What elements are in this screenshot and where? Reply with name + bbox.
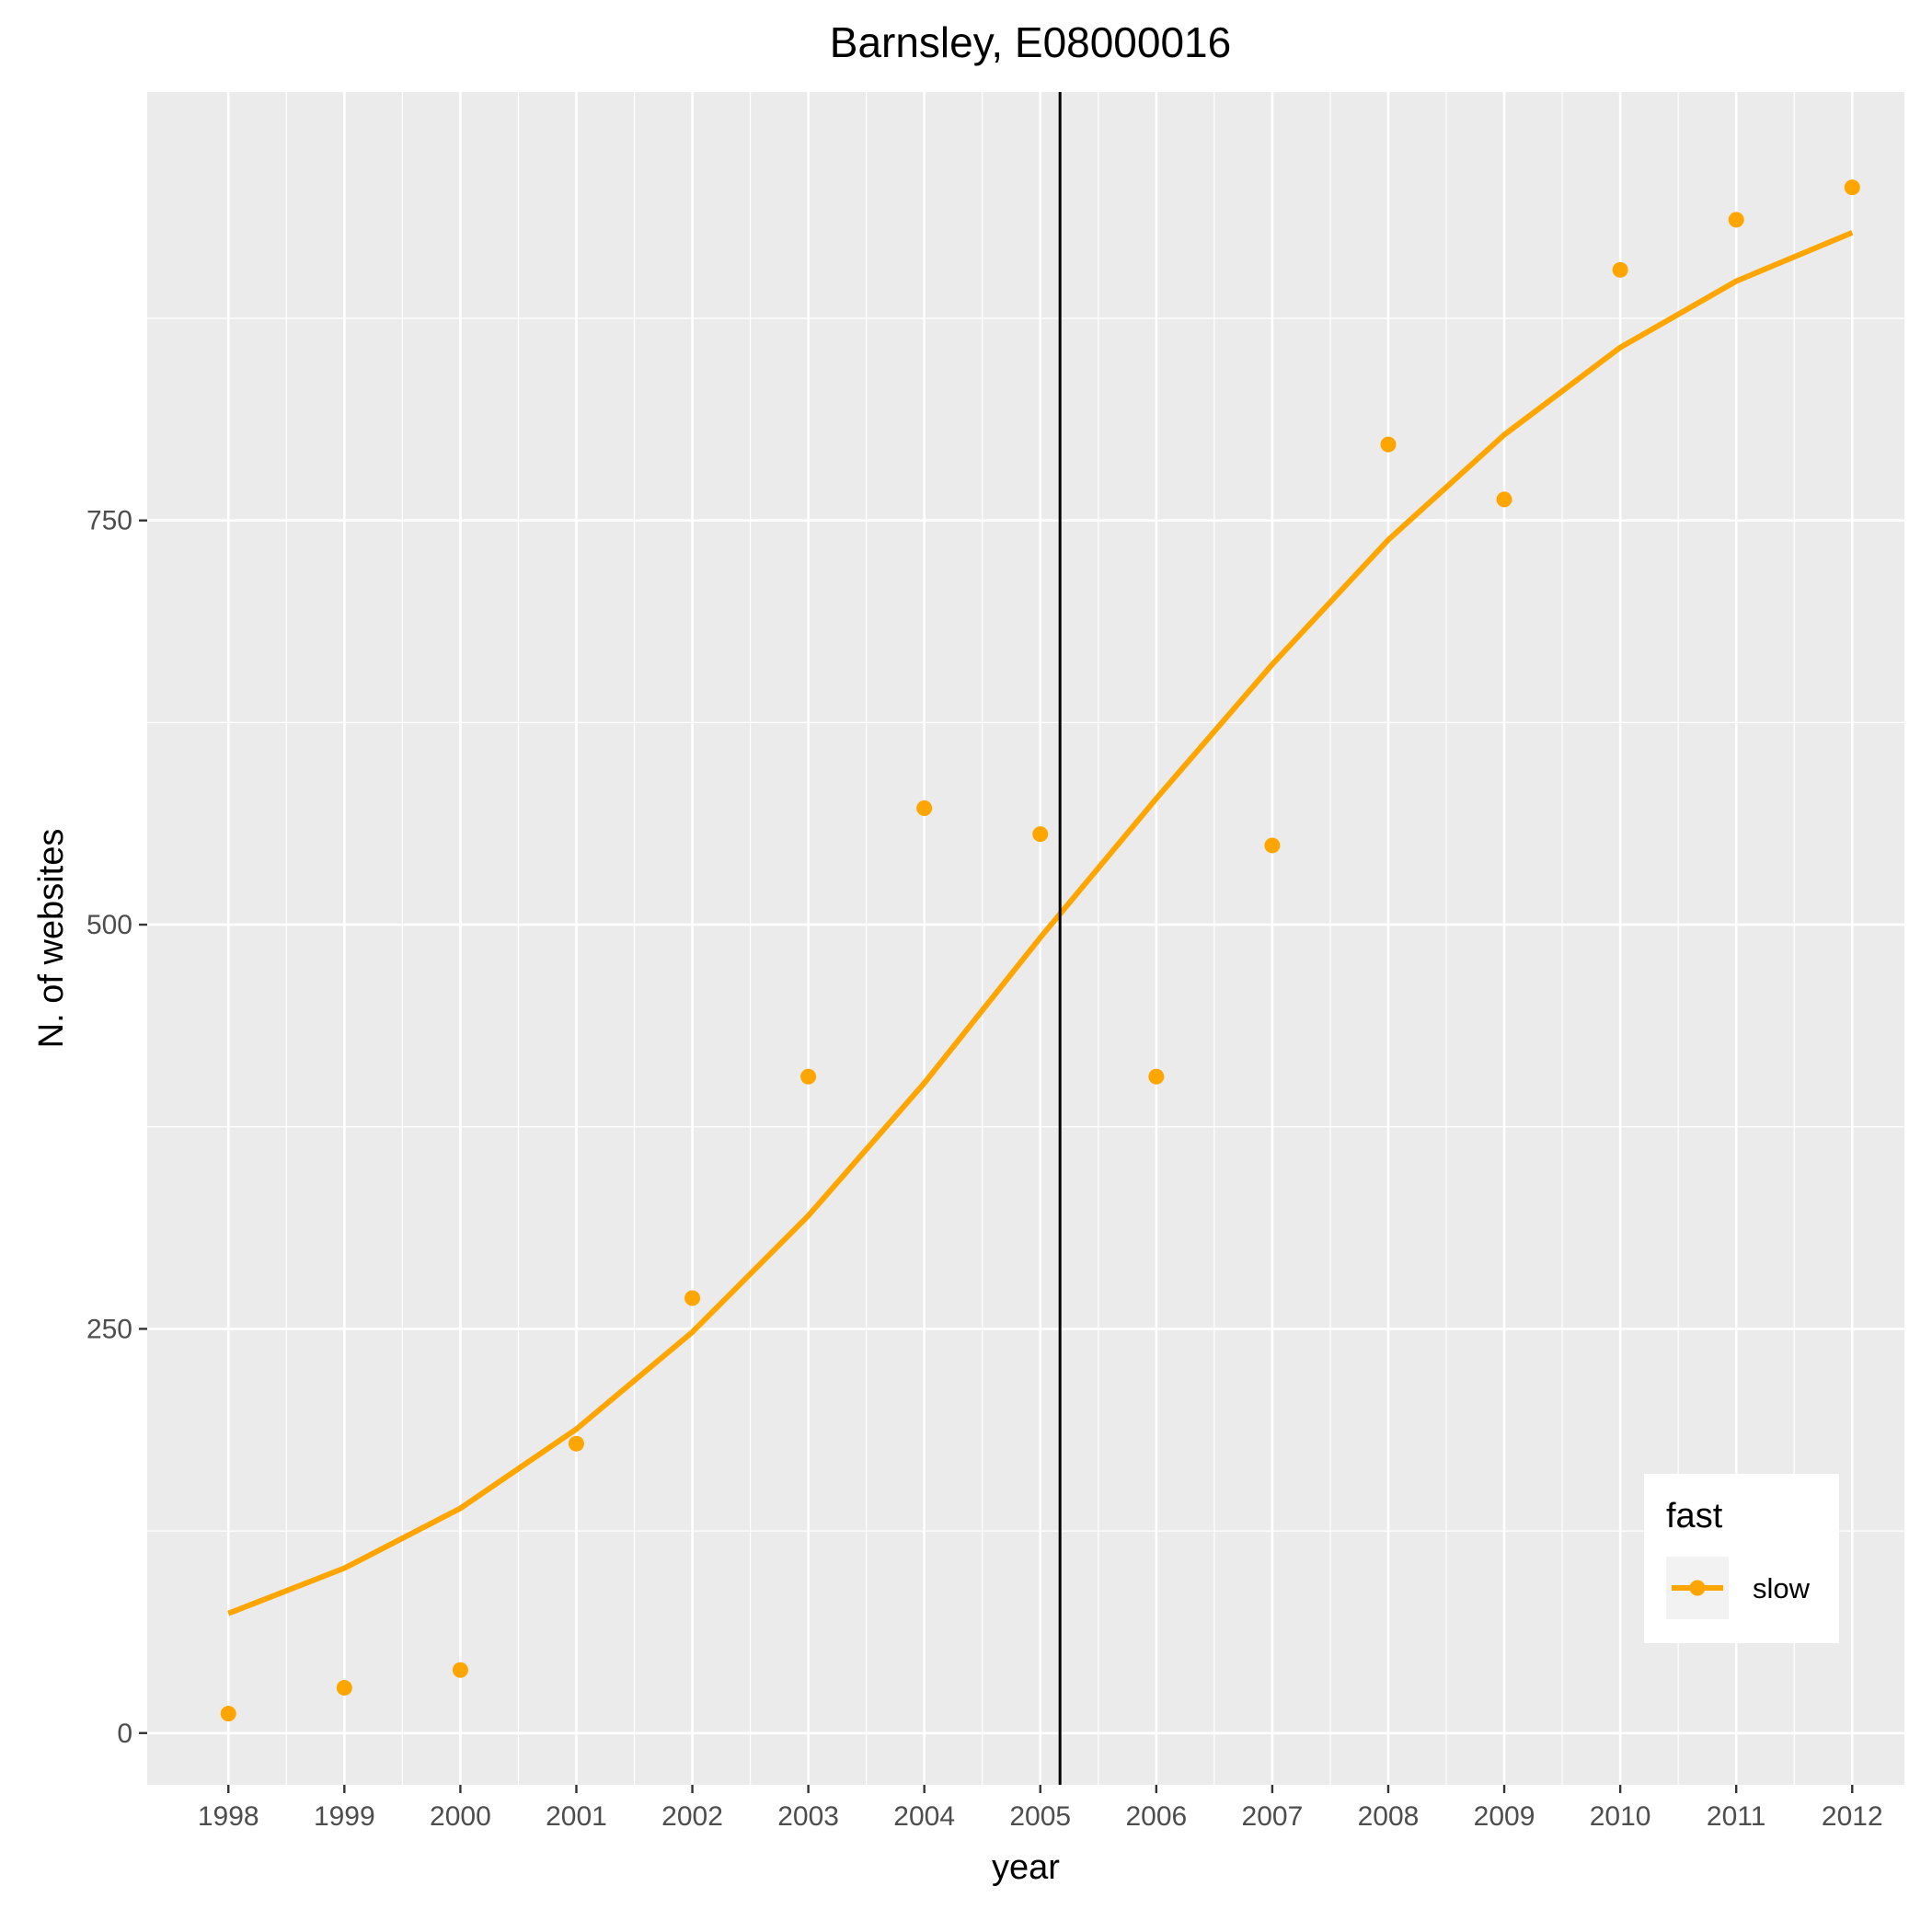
x-tick-label: 2007: [1242, 1801, 1304, 1832]
plot-panel: [147, 92, 1904, 1785]
x-axis-title: year: [992, 1848, 1060, 1887]
x-tick-label: 2005: [1009, 1801, 1071, 1832]
points-layer: [220, 179, 1860, 1722]
x-tick-label: 1998: [198, 1801, 259, 1832]
chart-title: Barnsley, E08000016: [830, 18, 1231, 66]
data-point: [1496, 491, 1512, 508]
major-gridlines-y: [147, 519, 1904, 1735]
data-point: [1380, 436, 1397, 453]
data-point: [336, 1680, 352, 1696]
x-tick-label: 2012: [1822, 1801, 1883, 1832]
x-tick-label: 2011: [1707, 1801, 1766, 1832]
data-point: [1148, 1068, 1165, 1085]
y-tick-label: 0: [117, 1719, 132, 1749]
smooth-line-layer: [227, 230, 1854, 1616]
legend-label-slow: slow: [1753, 1572, 1811, 1604]
y-tick-label: 500: [86, 910, 132, 940]
smooth-line-slow: [227, 230, 1854, 1616]
data-point: [1264, 837, 1281, 854]
y-axis: 0 250 500 750: [86, 506, 147, 1749]
y-tick-label: 250: [86, 1314, 132, 1344]
data-point: [1032, 826, 1049, 843]
data-point: [1728, 212, 1744, 228]
data-point: [800, 1068, 817, 1085]
x-axis: 1998 1999 2000 2001 2002 2003 2004 2005 2006 2007…: [198, 1785, 1883, 1832]
data-point: [1612, 261, 1628, 278]
x-tick-label: 2000: [430, 1801, 491, 1832]
x-tick-label: 2003: [777, 1801, 839, 1832]
data-point: [684, 1290, 701, 1306]
legend: fast slow: [1644, 1474, 1839, 1643]
x-tick-label: 2010: [1590, 1801, 1651, 1832]
x-tick-label: 1999: [314, 1801, 375, 1832]
data-point: [916, 800, 933, 817]
x-tick-label: 2006: [1125, 1801, 1187, 1832]
y-axis-title: N. of websites: [32, 829, 71, 1049]
x-tick-label: 2001: [546, 1801, 607, 1832]
x-tick-label: 2008: [1358, 1801, 1420, 1832]
data-point: [220, 1706, 236, 1722]
x-tick-label: 2002: [661, 1801, 723, 1832]
minor-gridlines-x: [285, 92, 1795, 1785]
data-point: [1844, 179, 1860, 196]
minor-gridlines-y: [147, 317, 1904, 1532]
legend-title: fast: [1666, 1497, 1723, 1535]
legend-key-point: [1689, 1580, 1706, 1596]
x-tick-label: 2004: [893, 1801, 955, 1832]
data-point: [568, 1435, 584, 1452]
y-tick-label: 750: [86, 506, 132, 536]
data-point: [452, 1662, 468, 1678]
x-tick-label: 2009: [1474, 1801, 1535, 1832]
